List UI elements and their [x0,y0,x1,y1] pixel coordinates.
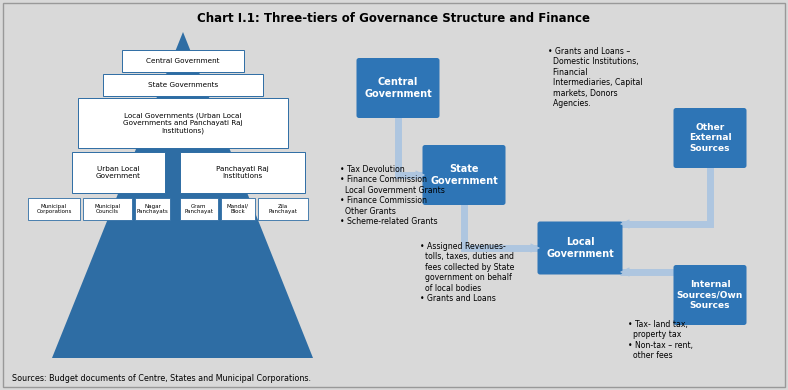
FancyBboxPatch shape [122,50,244,72]
Text: Internal
Sources/Own
Sources: Internal Sources/Own Sources [677,280,743,310]
Text: Nagar
Panchayats: Nagar Panchayats [136,204,169,215]
FancyBboxPatch shape [180,152,305,193]
Text: Chart I.1: Three-tiers of Governance Structure and Finance: Chart I.1: Three-tiers of Governance Str… [198,12,590,25]
Text: • Tax- land tax,
  property tax
• Non-tax – rent,
  other fees: • Tax- land tax, property tax • Non-tax … [628,320,693,360]
Text: Gram
Panchayat: Gram Panchayat [184,204,214,215]
FancyBboxPatch shape [422,145,505,205]
Text: • Grants and Loans –
  Domestic Institutions,
  Financial
  Intermediaries, Capi: • Grants and Loans – Domestic Institutio… [548,47,643,108]
FancyBboxPatch shape [78,98,288,148]
Text: • Assigned Revenues-
  tolls, taxes, duties and
  fees collected by State
  gove: • Assigned Revenues- tolls, taxes, dutie… [420,242,515,303]
FancyBboxPatch shape [83,198,132,220]
FancyBboxPatch shape [28,198,80,220]
Text: Central Government: Central Government [147,58,220,64]
Text: Mandal/
Block: Mandal/ Block [227,204,249,215]
Text: State
Government: State Government [430,164,498,186]
Text: Local Governments (Urban Local
Governments and Panchayati Raj
Institutions): Local Governments (Urban Local Governmen… [123,112,243,133]
FancyBboxPatch shape [674,108,746,168]
Text: Central
Government: Central Government [364,77,432,99]
FancyBboxPatch shape [356,58,440,118]
FancyBboxPatch shape [221,198,255,220]
Text: State Governments: State Governments [148,82,218,88]
Text: Local
Government: Local Government [546,237,614,259]
FancyBboxPatch shape [72,152,165,193]
Text: Municipal
Councils: Municipal Councils [95,204,121,215]
Text: Sources: Budget documents of Centre, States and Municipal Corporations.: Sources: Budget documents of Centre, Sta… [12,374,311,383]
FancyBboxPatch shape [180,198,218,220]
Text: Panchayati Raj
Institutions: Panchayati Raj Institutions [216,166,269,179]
Text: Other
External
Sources: Other External Sources [689,123,731,153]
FancyBboxPatch shape [135,198,170,220]
FancyBboxPatch shape [537,222,623,275]
Text: Zila
Panchayat: Zila Panchayat [269,204,297,215]
Text: • Tax Devolution
• Finance Commission
  Local Government Grants
• Finance Commis: • Tax Devolution • Finance Commission Lo… [340,165,445,226]
Text: Urban Local
Government: Urban Local Government [96,166,141,179]
Text: Municipal
Corporations: Municipal Corporations [36,204,72,215]
FancyBboxPatch shape [103,74,263,96]
Polygon shape [52,32,313,358]
FancyBboxPatch shape [674,265,746,325]
FancyBboxPatch shape [258,198,308,220]
